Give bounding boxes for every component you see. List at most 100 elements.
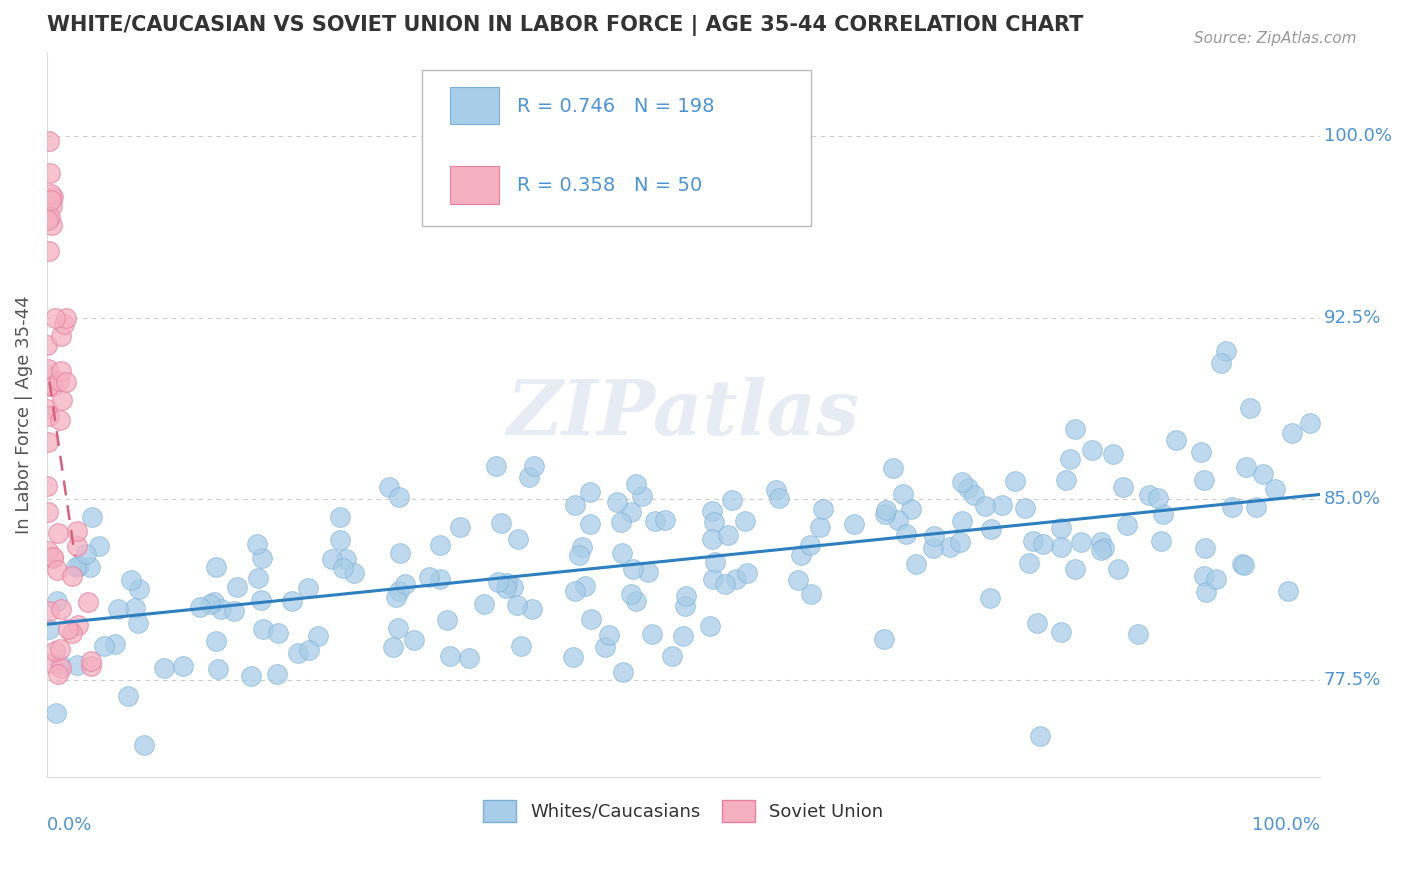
Point [578, 517, 600, 532]
Point [1004, 474, 1026, 488]
Point [51, 392, 73, 407]
Point [103, 637, 125, 651]
Point [721, 492, 744, 507]
Point [267, 626, 290, 640]
Point [153, 661, 176, 675]
Point [1264, 482, 1286, 496]
Point [93, 639, 115, 653]
Point [402, 633, 425, 648]
Point [226, 580, 249, 594]
Point [472, 597, 495, 611]
Point [991, 498, 1014, 512]
Point [506, 598, 529, 612]
Point [205, 560, 228, 574]
Point [56, 622, 79, 636]
Point [49, 657, 72, 672]
Point [894, 526, 917, 541]
Point [449, 520, 471, 534]
Point [429, 572, 451, 586]
Point [1194, 541, 1216, 556]
Point [190, 600, 212, 615]
Point [517, 470, 540, 484]
Point [502, 580, 524, 594]
Point [308, 629, 330, 643]
Point [1090, 542, 1112, 557]
Point [799, 538, 821, 552]
Point [37, 435, 59, 450]
Point [1220, 500, 1243, 515]
Point [207, 662, 229, 676]
Point [1050, 521, 1073, 535]
Point [1064, 422, 1087, 436]
Point [41, 551, 63, 566]
Point [1233, 558, 1256, 572]
Point [45, 562, 67, 576]
Point [1192, 568, 1215, 582]
Point [49, 661, 72, 675]
Point [80, 654, 103, 668]
Point [250, 550, 273, 565]
Point [734, 514, 756, 528]
Point [117, 689, 139, 703]
Point [75, 547, 97, 561]
Point [42, 190, 65, 204]
Point [810, 520, 832, 534]
Point [905, 558, 928, 572]
Point [37, 362, 59, 376]
FancyBboxPatch shape [422, 70, 811, 226]
Point [1028, 729, 1050, 743]
Point [252, 622, 274, 636]
Point [675, 589, 697, 603]
Point [239, 669, 262, 683]
Text: WHITE/CAUCASIAN VS SOVIET UNION IN LABOR FORCE | AGE 35-44 CORRELATION CHART: WHITE/CAUCASIAN VS SOVIET UNION IN LABOR… [46, 15, 1083, 36]
Point [875, 507, 897, 521]
Point [37, 401, 59, 416]
Point [128, 582, 150, 596]
Point [388, 546, 411, 560]
Point [48, 641, 70, 656]
Bar [450, 87, 499, 124]
Point [37, 213, 59, 227]
Point [956, 481, 979, 495]
Point [39, 210, 62, 224]
Point [509, 639, 531, 653]
Point [298, 643, 321, 657]
Point [321, 552, 343, 566]
Point [37, 479, 59, 493]
Point [598, 628, 620, 642]
Point [568, 548, 591, 562]
Point [872, 632, 894, 646]
Point [900, 502, 922, 516]
Text: Source: ZipAtlas.com: Source: ZipAtlas.com [1194, 31, 1357, 46]
Point [1205, 573, 1227, 587]
Point [388, 583, 411, 598]
Point [46, 666, 69, 681]
Point [768, 491, 790, 505]
Point [875, 503, 897, 517]
Point [37, 505, 59, 519]
Point [979, 591, 1001, 605]
Point [332, 561, 354, 575]
Point [245, 537, 267, 551]
Point [699, 619, 721, 633]
Point [381, 640, 404, 654]
Point [561, 650, 583, 665]
Point [1211, 356, 1233, 370]
Point [1299, 417, 1322, 431]
Point [1026, 615, 1049, 630]
Point [1234, 460, 1257, 475]
Point [621, 562, 644, 576]
Text: 92.5%: 92.5% [1323, 309, 1381, 326]
Point [1215, 344, 1237, 359]
Point [1126, 627, 1149, 641]
Point [37, 409, 59, 423]
Point [486, 575, 509, 590]
Point [717, 528, 740, 542]
Point [132, 738, 155, 752]
Text: 77.5%: 77.5% [1323, 671, 1381, 689]
Point [922, 541, 945, 555]
Point [703, 555, 725, 569]
Point [1239, 401, 1261, 416]
Text: R = 0.358   N = 50: R = 0.358 N = 50 [516, 177, 702, 195]
Point [66, 539, 89, 553]
